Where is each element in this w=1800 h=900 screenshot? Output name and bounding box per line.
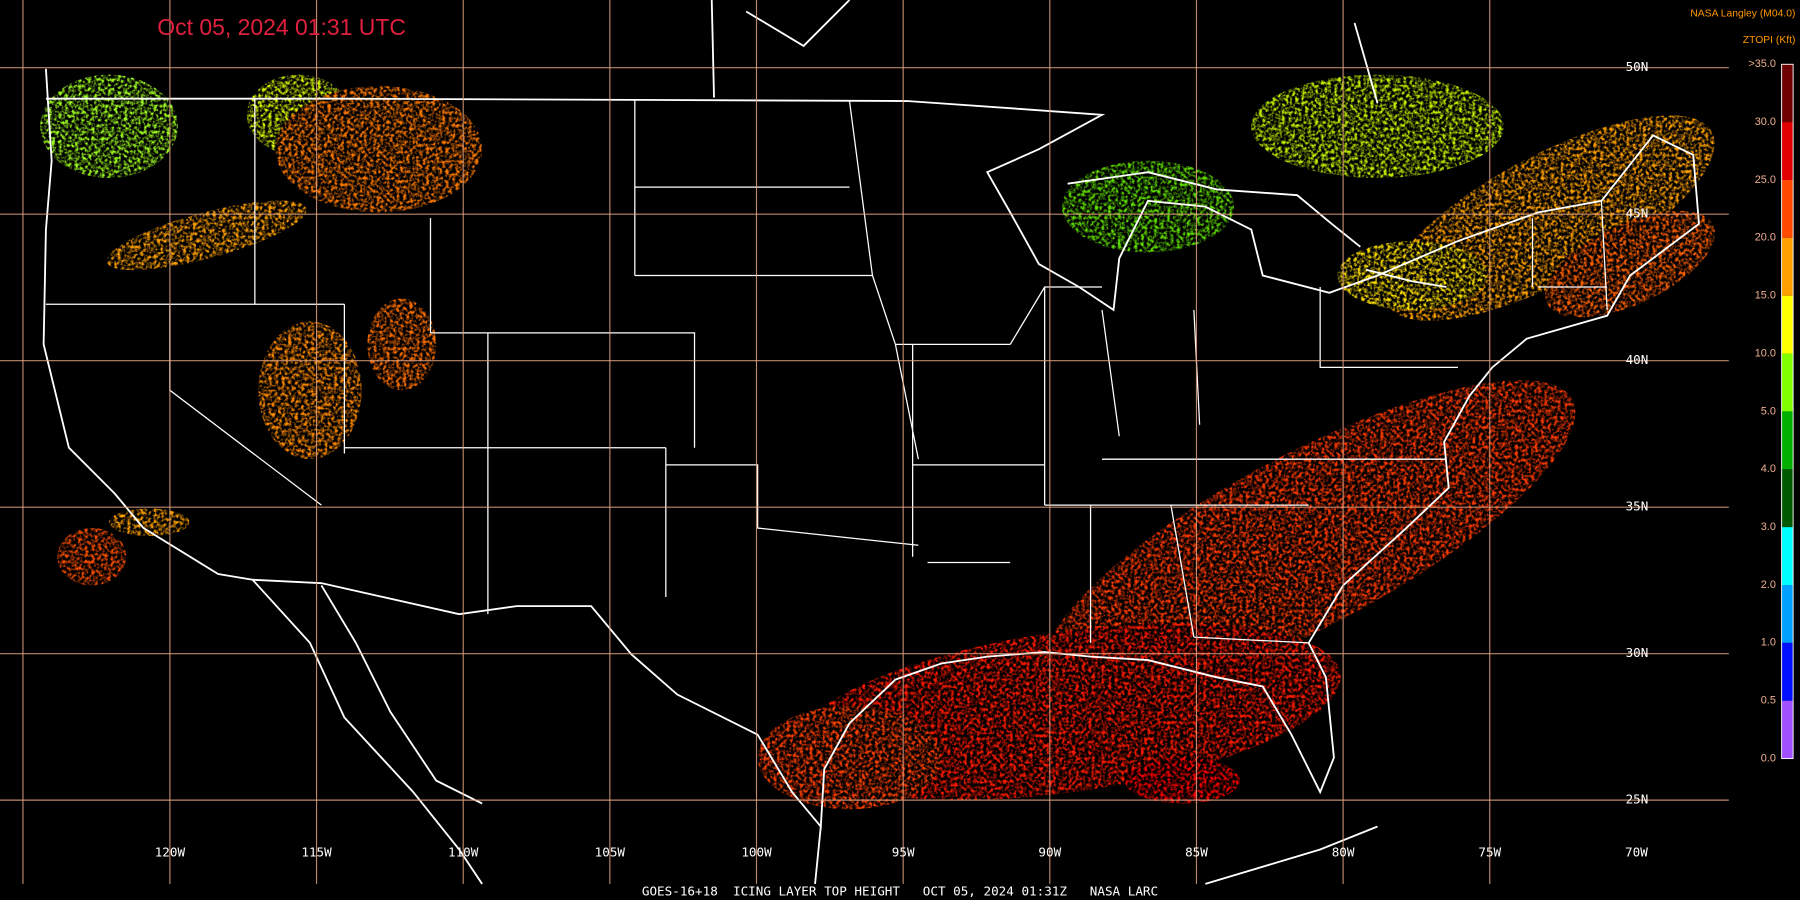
mexico-coast <box>251 579 1378 885</box>
longitude-label: 100W <box>741 844 772 859</box>
legend-frame <box>1781 63 1794 760</box>
legend-swatch <box>1781 64 1794 123</box>
legend-label: 2.0 <box>1761 579 1776 591</box>
legend-swatch <box>1781 295 1794 354</box>
legend-label: 3.0 <box>1761 521 1776 533</box>
legend-swatch <box>1781 353 1794 412</box>
legend-swatch <box>1781 585 1794 643</box>
icing-area <box>40 74 178 178</box>
icing-area <box>367 298 437 391</box>
legend-swatch <box>1781 122 1794 180</box>
legend-swatch <box>1781 642 1794 701</box>
legend-label: 10.0 <box>1755 347 1776 359</box>
icing-area <box>1251 74 1504 178</box>
icing-area <box>1125 757 1240 804</box>
latitude-label: 50N <box>1626 59 1649 74</box>
legend-swatch <box>1781 180 1794 238</box>
latitude-label: 35N <box>1626 499 1649 514</box>
icing-field <box>40 74 1716 810</box>
longitude-label: 105W <box>595 844 626 859</box>
lakes-canada <box>710 0 1447 288</box>
longitude-label: 85W <box>1185 844 1208 859</box>
longitude-label: 90W <box>1038 844 1061 859</box>
icing-area <box>1061 160 1235 253</box>
footer: GOES-16+18 ICING LAYER TOP HEIGHT OCT 05… <box>642 883 1158 898</box>
icing-area <box>1042 380 1576 699</box>
icing-area <box>1337 241 1487 310</box>
longitude-label: 95W <box>892 844 915 859</box>
legend-label: 15.0 <box>1755 290 1776 302</box>
latitude-label: 30N <box>1626 645 1649 660</box>
timestamp: Oct 05, 2024 01:31 UTC <box>157 14 406 40</box>
icing-area <box>275 86 483 213</box>
graticule: 50N 45N 40N 35N 30N 25N 120W 115W 110W 105W 100W 95… <box>0 0 1729 884</box>
product: ZTOPI (Kft) <box>1743 35 1796 46</box>
legend-label: 30.0 <box>1755 116 1776 128</box>
legend-label: 25.0 <box>1755 174 1776 186</box>
legend-swatch <box>1781 411 1794 470</box>
legend-label: 0.5 <box>1761 695 1776 707</box>
longitude-label: 120W <box>155 844 186 859</box>
longitude-label: 110W <box>448 844 479 859</box>
legend-swatch <box>1781 469 1794 528</box>
legend-swatch <box>1781 237 1794 296</box>
legend-label: 20.0 <box>1755 232 1776 244</box>
latitude-label: 25N <box>1626 792 1649 807</box>
longitude-label: 115W <box>301 844 332 859</box>
legend-label: 4.0 <box>1761 463 1776 475</box>
legend-label: 1.0 <box>1761 637 1776 649</box>
legend-label: 5.0 <box>1761 405 1776 417</box>
source: NASA Langley (M04.0) <box>1690 9 1795 20</box>
legend-label: >35.0 <box>1748 58 1776 70</box>
latitude-label: 40N <box>1626 352 1649 367</box>
legend-label: 0.0 <box>1761 752 1776 764</box>
latitude-label: 45N <box>1626 206 1649 221</box>
icing-area <box>757 705 942 810</box>
icing-area <box>1545 210 1716 318</box>
icing-area <box>258 321 362 460</box>
legend-swatch <box>1781 700 1794 759</box>
legend-swatch <box>1781 527 1794 585</box>
longitude-label: 80W <box>1332 844 1355 859</box>
longitude-label: 70W <box>1625 844 1648 859</box>
icing-area <box>57 528 127 586</box>
icing-area <box>106 200 307 271</box>
color-legend: >35.0 30.0 25.0 20.0 15.0 10.0 5.0 4.0 3.0 2.0 1.0… <box>1748 58 1794 764</box>
longitude-label: 75W <box>1478 844 1501 859</box>
